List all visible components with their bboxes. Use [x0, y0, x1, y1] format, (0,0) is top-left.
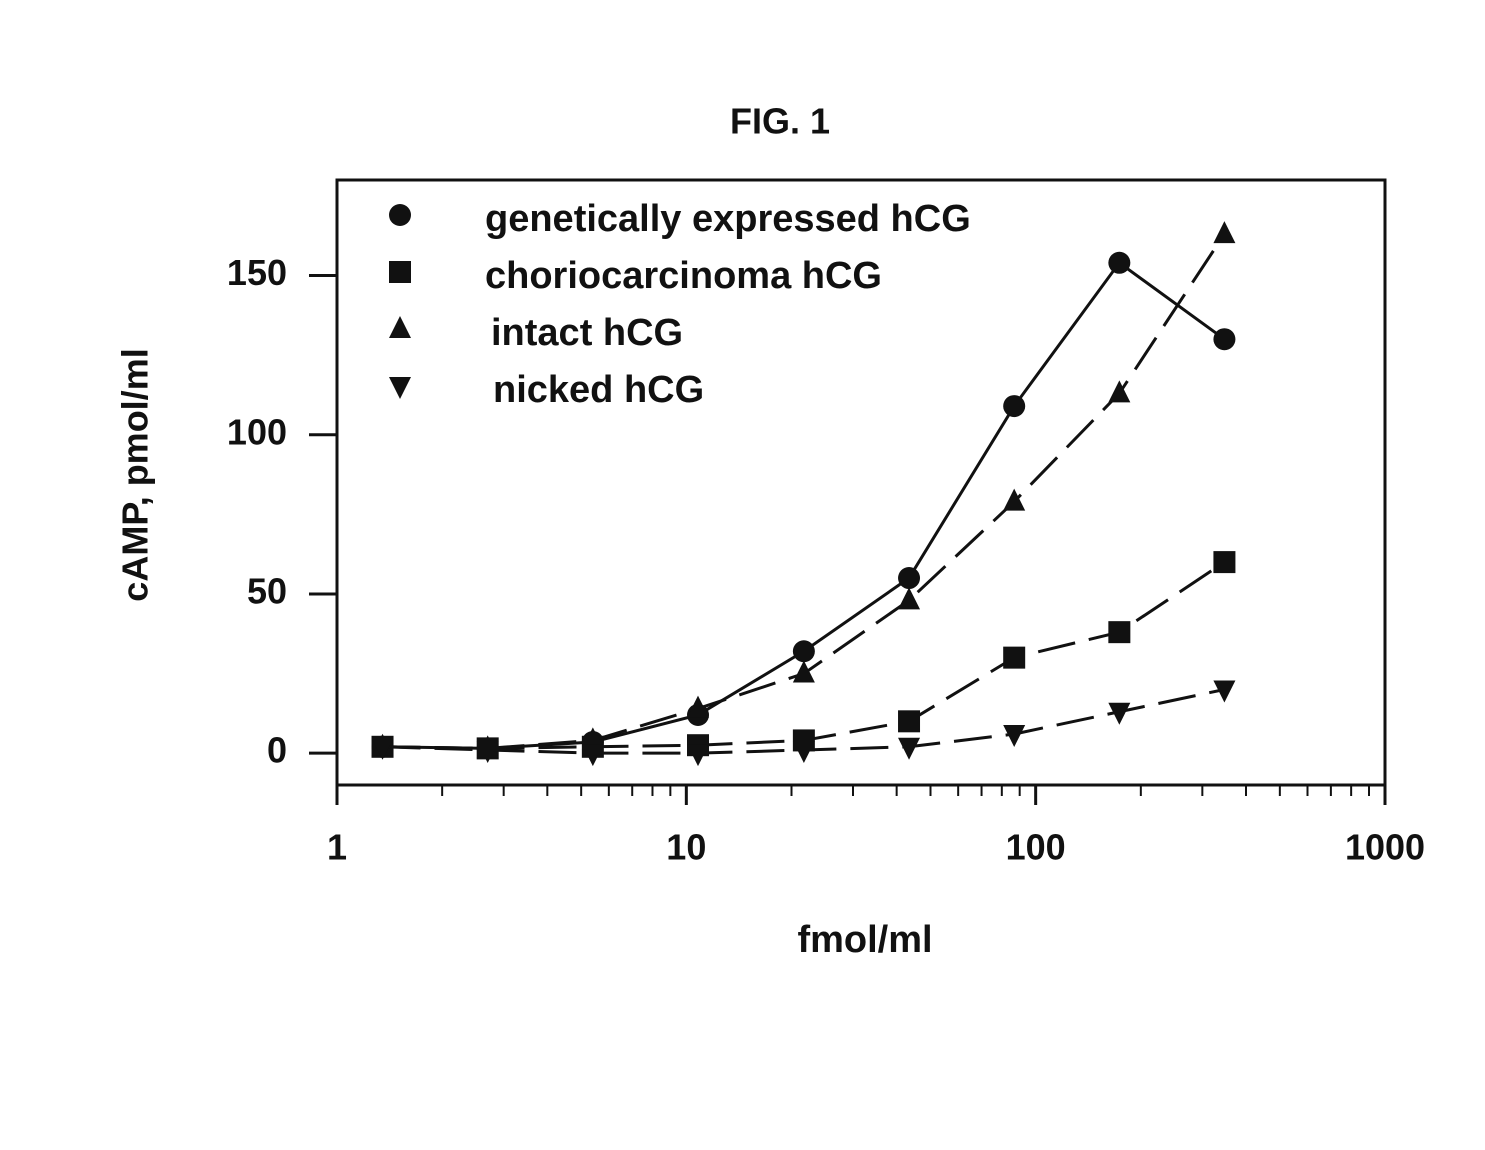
data-point	[898, 738, 920, 760]
y-tick-label: 150	[227, 252, 287, 293]
legend-marker	[389, 204, 411, 226]
x-axis-label: fmol/ml	[797, 919, 932, 961]
y-tick-label: 50	[247, 570, 287, 611]
data-point	[793, 661, 815, 683]
data-point	[1213, 328, 1235, 350]
data-point	[1108, 621, 1130, 643]
legend-label: genetically expressed hCG	[485, 198, 971, 240]
y-tick-label: 0	[267, 730, 287, 771]
legend-marker	[389, 261, 411, 283]
legend-label: nicked hCG	[493, 369, 704, 411]
data-point	[898, 567, 920, 589]
y-axis-label: cAMP, pmol/ml	[115, 348, 156, 601]
y-tick-label: 100	[227, 411, 287, 452]
data-point	[1213, 551, 1235, 573]
legend-label: intact hCG	[491, 312, 683, 354]
x-tick-label: 100	[1006, 827, 1066, 868]
legend-marker	[389, 377, 411, 399]
data-point	[1213, 221, 1235, 243]
data-point	[793, 741, 815, 763]
data-point	[1003, 395, 1025, 417]
data-point	[793, 640, 815, 662]
legend-marker	[389, 316, 411, 338]
x-tick-label: 10	[666, 827, 706, 868]
x-tick-label: 1	[327, 827, 347, 868]
x-tick-label: 1000	[1345, 827, 1425, 868]
data-point	[898, 587, 920, 609]
data-point	[1003, 647, 1025, 669]
data-point	[1003, 489, 1025, 511]
data-point	[898, 710, 920, 732]
data-point	[1108, 252, 1130, 274]
legend-label: choriocarcinoma hCG	[485, 255, 882, 297]
chart-title: FIG. 1	[730, 101, 830, 142]
